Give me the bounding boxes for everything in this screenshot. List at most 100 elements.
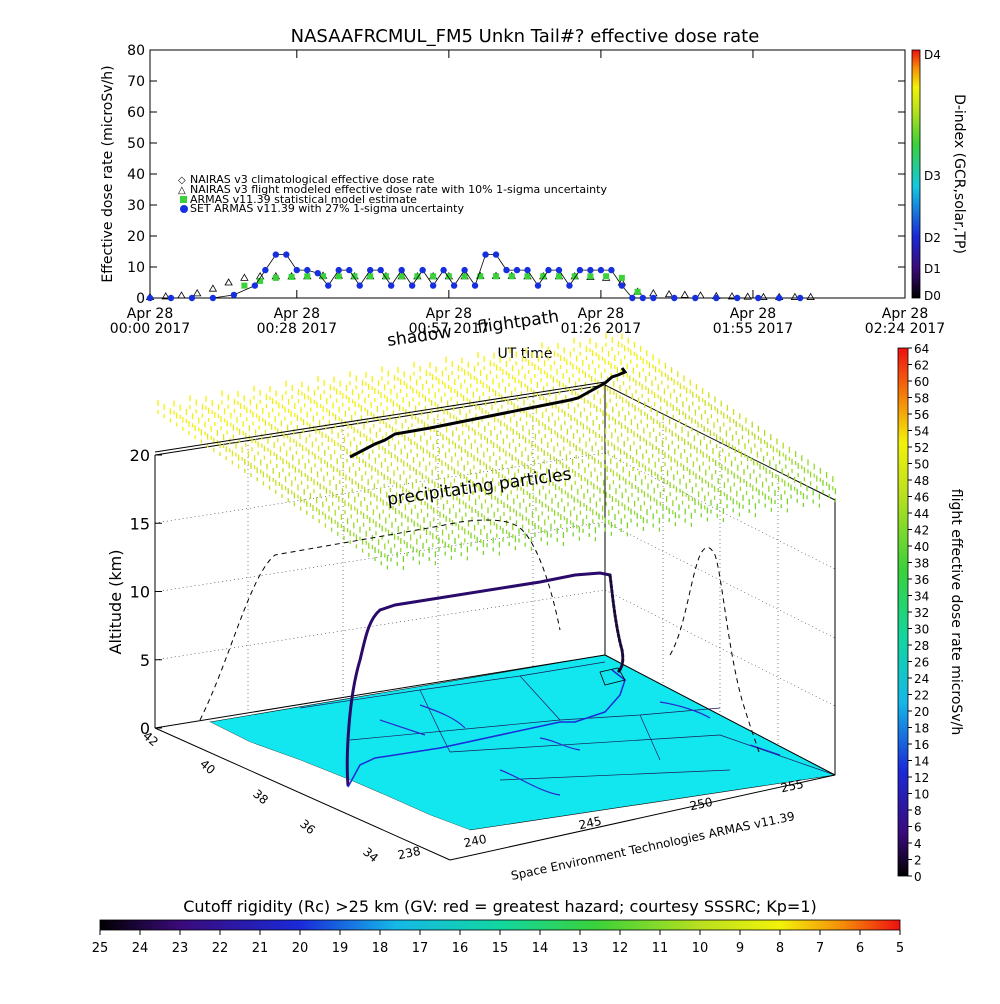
nairas-flight-point <box>664 289 674 298</box>
dose-rate-colorbar-tick-label: 34 <box>914 590 929 604</box>
d-index-tick-d3: D3 <box>924 169 941 183</box>
armas-model-point <box>445 273 452 280</box>
cutoff-rigidity-tick-label: 7 <box>816 941 824 956</box>
set-armas-point <box>513 266 521 274</box>
longitude-tick-label: 250 <box>689 795 714 813</box>
dose-rate-colorbar-tick-label: 32 <box>914 606 929 620</box>
top-x-axis-label: UT time <box>498 346 553 362</box>
cutoff-rigidity-tick-label: 12 <box>612 941 629 956</box>
armas-model-point <box>587 273 594 280</box>
set-armas-point <box>608 266 615 274</box>
cutoff-rigidity-tick-label: 6 <box>856 941 864 956</box>
cutoff-rigidity-tick-label: 21 <box>252 941 269 956</box>
set-armas-point <box>325 282 332 289</box>
legend-entry-nairas-clim: NAIRAS v3 climatological effective dose … <box>190 173 435 186</box>
dose-rate-colorbar-ticks: 0246810121416182022242628303234363840424… <box>908 342 929 884</box>
nairas-flight-point <box>224 278 233 286</box>
dose-rate-colorbar-tick-label: 30 <box>914 623 929 637</box>
dose-rate-colorbar-tick-label: 18 <box>914 722 929 736</box>
armas-model-point <box>398 273 405 280</box>
top-x-tick-label-line2: 01:55 2017 <box>713 321 793 337</box>
flight-shadow-curves <box>199 519 761 756</box>
set-armas-point <box>387 282 395 289</box>
longitude-tick-label: 240 <box>463 832 488 850</box>
armas-model-point <box>571 273 578 280</box>
set-armas-point <box>671 294 678 302</box>
dose-rate-colorbar-tick-label: 46 <box>914 491 929 505</box>
map-rigidity-contours <box>379 701 781 796</box>
set-armas-point <box>545 266 552 274</box>
top-y-tick-label: 70 <box>127 74 145 90</box>
set-armas-point <box>283 251 290 258</box>
set-armas-point <box>304 266 311 274</box>
set-armas-point <box>335 266 342 274</box>
top-x-tick-label-line1: Apr 28 <box>127 306 173 322</box>
top-legend: ◇ NAIRAS v3 climatological effective dos… <box>178 173 607 215</box>
altitude-tick-label: 10 <box>130 583 150 602</box>
nairas-flight-point <box>161 292 170 300</box>
set-armas-point <box>377 266 384 274</box>
top-x-tick-label-line2: 00:28 2017 <box>257 321 337 337</box>
set-armas-point <box>796 294 804 302</box>
nairas-flight-point <box>192 289 202 297</box>
dose-rate-colorbar-tick-label: 22 <box>914 689 929 703</box>
latitude-tick-label: 34 <box>360 845 381 866</box>
set-armas-point <box>440 266 447 274</box>
legend-entry-armas-model: ARMAS v11.39 statistical model estimate <box>190 193 417 206</box>
cutoff-rigidity-colorbar <box>99 919 901 931</box>
set-armas-point <box>251 282 259 289</box>
cutoff-rigidity-tick-label: 5 <box>896 941 904 956</box>
dose-rate-colorbar-tick-label: 20 <box>914 705 929 719</box>
set-armas-point <box>754 294 762 302</box>
legend-marker-nairas-clim: ◇ <box>178 175 186 186</box>
longitude-tick-label: 245 <box>578 814 603 832</box>
set-armas-point <box>262 266 269 274</box>
nairas-flight-point <box>727 292 737 300</box>
flight-track-3d <box>345 571 625 787</box>
set-armas-point <box>639 294 647 302</box>
shadow-label: shadow <box>386 322 453 351</box>
armas-model-point <box>367 273 374 280</box>
nairas-flight-point <box>790 292 800 300</box>
armas-model-point <box>555 273 562 280</box>
nairas-flight-point <box>177 291 186 299</box>
cutoff-rigidity-tick-label: 22 <box>212 941 229 956</box>
top-y-tick-label: 80 <box>127 43 145 59</box>
precipitating-particles-label: precipitating particles <box>386 464 573 510</box>
set-armas-point <box>629 294 636 302</box>
set-armas-point <box>146 294 154 302</box>
nairas-flight-point <box>806 292 815 300</box>
flight-ground-track <box>347 669 626 788</box>
set-armas-point <box>650 294 657 302</box>
set-armas-point <box>713 294 720 302</box>
top-y-tick-label: 10 <box>127 260 145 276</box>
flight-track-top-shadow <box>349 367 628 459</box>
set-armas-point <box>419 266 426 274</box>
cutoff-rigidity-tick-label: 18 <box>372 941 389 956</box>
d-index-tick-d2: D2 <box>924 231 941 245</box>
set-armas-point <box>188 294 196 302</box>
set-armas-point <box>734 294 741 302</box>
altitude-tick-label: 5 <box>140 651 150 670</box>
longitude-tick-label: 238 <box>397 844 422 862</box>
cutoff-rigidity-tick-label: 25 <box>92 941 109 956</box>
cutoff-rigidity-tick-label: 10 <box>692 941 709 956</box>
set-armas-point <box>555 266 563 274</box>
set-armas-line <box>150 254 801 299</box>
set-armas-point <box>566 282 573 289</box>
cutoff-rigidity-tick-label: 8 <box>776 941 784 956</box>
longitude-axis: 238 240 245 250 255 <box>397 777 805 862</box>
top-x-tick-label-line2: 00:57 2017 <box>409 321 489 337</box>
dose-rate-colorbar-tick-label: 4 <box>914 837 922 851</box>
credit-label: Space Environment Technologies ARMAS v11… <box>510 809 796 883</box>
nairas-flight-point <box>680 290 689 298</box>
armas-model-point <box>335 273 342 280</box>
set-armas-point <box>534 282 542 289</box>
nairas-flight-point <box>743 292 752 300</box>
armas-model-point <box>430 273 437 280</box>
legend-marker-nairas-flight: △ <box>178 185 186 196</box>
cutoff-rigidity-tick-label: 9 <box>736 941 744 956</box>
top-x-tick-label-line2: 00:00 2017 <box>110 321 190 337</box>
dose-rate-colorbar-tick-label: 26 <box>914 656 929 670</box>
